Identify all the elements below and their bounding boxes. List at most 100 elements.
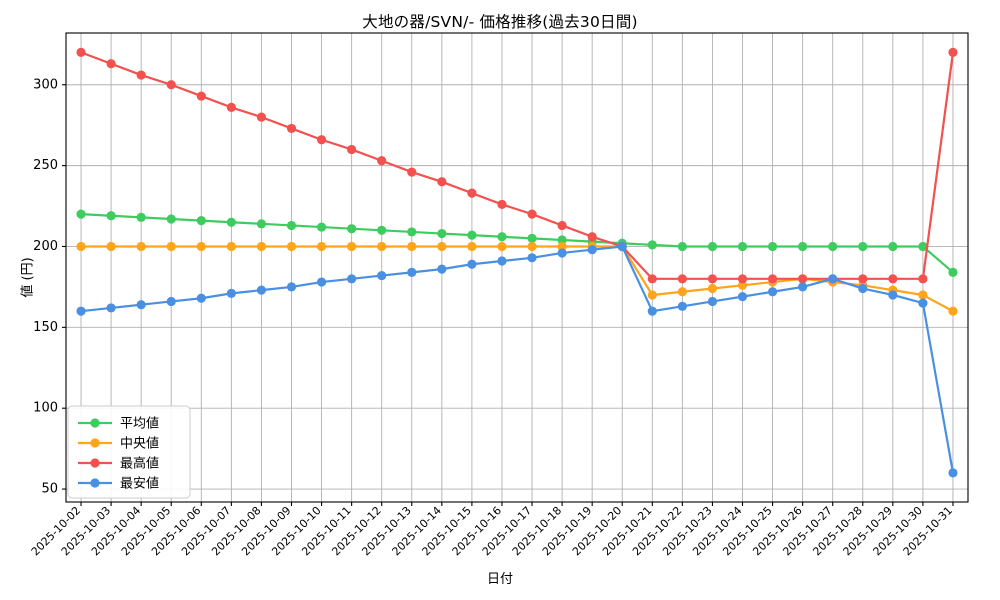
legend-label: 最安値 bbox=[120, 476, 159, 492]
legend-label: 平均値 bbox=[120, 416, 159, 432]
y-axis-ticks: 50 100 150 200 250 300 bbox=[33, 77, 66, 497]
data-point bbox=[587, 245, 597, 255]
data-point bbox=[557, 235, 567, 245]
data-point bbox=[256, 112, 267, 122]
legend-label: 中央値 bbox=[120, 436, 159, 452]
data-point bbox=[316, 222, 327, 232]
data-point bbox=[497, 232, 507, 242]
data-point bbox=[407, 267, 417, 277]
legend-item-1[interactable]: 平均値 bbox=[78, 416, 159, 432]
data-point bbox=[677, 241, 687, 252]
data-point bbox=[918, 274, 928, 284]
data-point bbox=[136, 70, 146, 80]
data-point bbox=[647, 274, 657, 284]
data-point bbox=[497, 241, 507, 252]
data-point bbox=[226, 241, 236, 252]
data-point bbox=[557, 241, 567, 252]
data-point bbox=[737, 280, 748, 290]
legend-item-2[interactable]: 中央値 bbox=[78, 436, 159, 452]
data-point bbox=[918, 298, 928, 308]
data-point bbox=[76, 241, 86, 252]
x-axis-label: 日付 bbox=[486, 572, 513, 587]
data-point bbox=[196, 91, 206, 101]
data-point bbox=[888, 241, 898, 252]
data-point bbox=[136, 300, 146, 310]
data-point bbox=[948, 468, 958, 478]
data-point bbox=[377, 270, 387, 281]
data-point bbox=[166, 241, 176, 252]
data-point bbox=[226, 288, 236, 298]
data-point bbox=[888, 290, 898, 300]
data-point bbox=[106, 303, 116, 313]
data-point bbox=[497, 199, 507, 210]
data-point bbox=[407, 241, 417, 252]
data-point bbox=[407, 167, 417, 177]
data-point bbox=[828, 274, 838, 284]
data-point bbox=[527, 233, 537, 243]
data-point bbox=[136, 241, 146, 252]
data-point bbox=[467, 241, 477, 252]
data-point bbox=[497, 256, 507, 266]
legend-item-3[interactable]: 最高値 bbox=[78, 456, 159, 472]
data-point bbox=[106, 241, 116, 252]
data-point bbox=[377, 241, 387, 252]
series-3 bbox=[76, 47, 958, 284]
data-point bbox=[948, 47, 958, 58]
data-point bbox=[226, 217, 236, 227]
data-point bbox=[587, 232, 597, 242]
data-point bbox=[798, 274, 808, 284]
data-point bbox=[828, 241, 838, 252]
legend-item-4[interactable]: 最安値 bbox=[78, 476, 159, 492]
data-point bbox=[347, 241, 357, 252]
data-point bbox=[918, 290, 928, 300]
data-point bbox=[286, 282, 297, 292]
data-point bbox=[286, 241, 297, 252]
data-point bbox=[437, 264, 447, 274]
data-point bbox=[437, 241, 447, 252]
legend-box bbox=[67, 405, 191, 499]
data-point bbox=[557, 220, 567, 231]
data-point bbox=[737, 274, 748, 284]
data-point bbox=[467, 230, 477, 240]
x-axis-ticks: 2025-10-022025-10-032025-10-042025-10-05… bbox=[29, 502, 955, 558]
data-point bbox=[767, 241, 778, 252]
data-point bbox=[737, 241, 748, 252]
data-point bbox=[316, 277, 327, 287]
data-point bbox=[647, 240, 657, 250]
data-point bbox=[106, 211, 116, 221]
data-point bbox=[858, 241, 868, 252]
data-series-layer bbox=[76, 47, 958, 478]
data-point bbox=[767, 287, 778, 297]
data-point bbox=[437, 228, 447, 239]
data-point bbox=[527, 209, 537, 219]
data-point bbox=[858, 283, 868, 294]
series-4 bbox=[76, 241, 958, 478]
data-point bbox=[166, 296, 176, 307]
data-point bbox=[677, 301, 687, 311]
grid-lines bbox=[66, 33, 968, 502]
data-point bbox=[347, 144, 357, 155]
data-point bbox=[347, 224, 357, 234]
data-point bbox=[948, 267, 958, 277]
data-point bbox=[256, 241, 267, 252]
data-point bbox=[166, 80, 176, 90]
data-point bbox=[798, 241, 808, 252]
data-point bbox=[196, 293, 206, 303]
data-point bbox=[467, 259, 477, 269]
data-point bbox=[347, 274, 357, 284]
data-point bbox=[707, 283, 718, 294]
data-point bbox=[106, 59, 116, 69]
data-point bbox=[647, 306, 657, 316]
data-point bbox=[737, 292, 748, 302]
data-point bbox=[527, 241, 537, 252]
data-point bbox=[437, 177, 447, 187]
axis-spines bbox=[65, 32, 969, 503]
data-point bbox=[316, 241, 327, 252]
data-point bbox=[316, 135, 327, 145]
data-point bbox=[557, 248, 567, 258]
data-point bbox=[707, 296, 718, 307]
data-point bbox=[166, 214, 176, 224]
